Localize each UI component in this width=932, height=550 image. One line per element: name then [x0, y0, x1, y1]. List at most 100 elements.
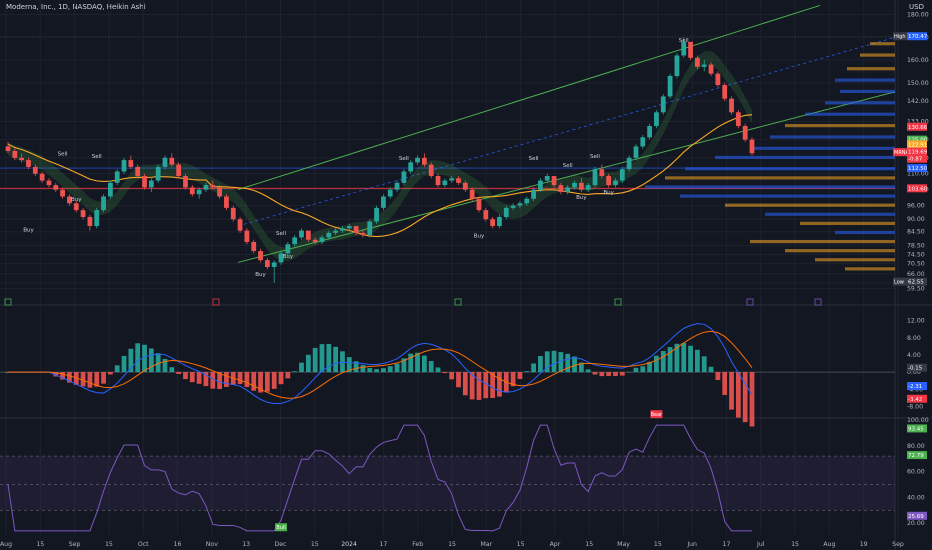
volume-profile-bar [870, 42, 895, 46]
candle-body [503, 207, 509, 217]
candle-body [101, 196, 106, 211]
macd-histogram-bar [449, 372, 455, 380]
candle-body [333, 230, 339, 233]
volume-profile-bar [845, 267, 895, 271]
candle-body [73, 203, 79, 211]
price-label-tag-text: MRNA [894, 150, 910, 156]
macd-histogram-bar [224, 372, 229, 387]
x-axis-tick: 16 [174, 541, 182, 548]
macd-histogram-bar [681, 342, 687, 373]
rsi-axis-tick: 60.00 [907, 469, 925, 476]
candle-body [633, 146, 639, 158]
signal-marker-label: Sell [563, 163, 573, 169]
x-axis-tick: 15 [654, 541, 662, 548]
price-label-tag [893, 32, 907, 41]
x-axis-tick: Jul [756, 541, 765, 548]
macd-histogram-bar [421, 355, 427, 373]
candle-body [538, 180, 543, 190]
candle-body [189, 187, 195, 195]
x-axis-tick: Aug [823, 541, 835, 548]
x-axis-tick: 15 [791, 541, 799, 548]
macd-histogram-bar [408, 353, 414, 373]
price-axis-tick: 110.00 [907, 171, 929, 178]
candle-body [613, 180, 618, 186]
candle-body [674, 55, 680, 76]
candle-body [469, 189, 475, 199]
macd-histogram-bar [387, 366, 393, 373]
candle-body [183, 176, 188, 188]
macd-label-box [907, 363, 927, 372]
signal-marker-label: Buy [255, 272, 266, 278]
signal-marker-label: Buy [23, 228, 34, 234]
candle-body [415, 157, 420, 163]
channel-lower [237, 91, 896, 263]
rsi-label-text: 25.69 [908, 514, 924, 520]
volume-profile-bar [785, 123, 895, 128]
candle-body [681, 41, 687, 56]
volume-profile-bar [835, 230, 895, 235]
price-axis-tick: 70.50 [907, 261, 925, 268]
price-label-tag-text: Low [894, 280, 904, 286]
macd-histogram-bar [196, 372, 202, 384]
candle-body [305, 230, 311, 240]
x-axis-tick: Nov [206, 541, 218, 548]
macd-histogram-bar [367, 367, 373, 373]
macd-histogram-bar [647, 361, 653, 373]
volume-profile-bar [680, 194, 895, 198]
moving-average-line [7, 114, 753, 238]
macd-histogram-bar [251, 372, 257, 391]
channel-mid [237, 36, 896, 227]
candle-body [142, 176, 147, 188]
macd-histogram-bar [312, 347, 318, 373]
rsi-signal-text: Bear [651, 412, 664, 418]
macd-histogram-bar [401, 358, 407, 373]
price-axis-tick: 133.00 [907, 118, 929, 125]
x-axis-tick: 17 [379, 541, 387, 548]
volume-profile-bar [847, 67, 895, 71]
macd-histogram-bar [585, 369, 591, 373]
candle-body [32, 166, 38, 174]
candle-body [114, 171, 120, 183]
candle-body [599, 169, 605, 177]
candle-body [524, 198, 530, 204]
price-label-box [907, 140, 927, 149]
macd-histogram-bar [121, 355, 127, 373]
price-label-tag [893, 277, 907, 286]
ema-ribbon [8, 50, 752, 261]
candle-body [592, 169, 598, 186]
price-label-text: 112.50 [908, 166, 928, 172]
macd-histogram-bar [305, 354, 311, 373]
candle-body [660, 96, 666, 113]
price-label-box [907, 277, 927, 286]
macd-histogram-bar [394, 363, 400, 373]
macd-histogram-bar [456, 372, 461, 388]
rsi-signal-box [275, 523, 288, 532]
macd-histogram-bar [374, 369, 379, 373]
macd-axis-tick: 12.00 [907, 318, 925, 325]
x-axis-tick: Aug [0, 541, 12, 548]
macd-histogram-bar [606, 372, 612, 376]
macd-histogram-bar [107, 372, 113, 375]
macd-label-text: -0.15 [908, 366, 923, 372]
macd-histogram-bar [101, 372, 106, 384]
candle-body [421, 157, 427, 165]
candle-body [80, 210, 86, 217]
macd-histogram-bar [517, 372, 523, 380]
volume-profile-bar [835, 78, 895, 82]
rsi-label-box [907, 451, 927, 460]
price-axis-tick: 90.00 [907, 216, 925, 223]
macd-histogram-bar [67, 372, 72, 383]
candle-body [244, 230, 250, 242]
candle-body [749, 139, 755, 154]
rsi-line [7, 424, 752, 532]
macd-histogram-bar [87, 372, 93, 388]
macd-histogram-bar [285, 372, 291, 379]
price-label-box [907, 147, 927, 156]
macd-histogram-bar [688, 345, 693, 373]
macd-histogram-bar [299, 362, 304, 373]
macd-histogram-bar [565, 353, 571, 373]
channel-upper [237, 4, 821, 191]
event-icon [614, 298, 622, 306]
macd-histogram-bar [114, 365, 120, 373]
